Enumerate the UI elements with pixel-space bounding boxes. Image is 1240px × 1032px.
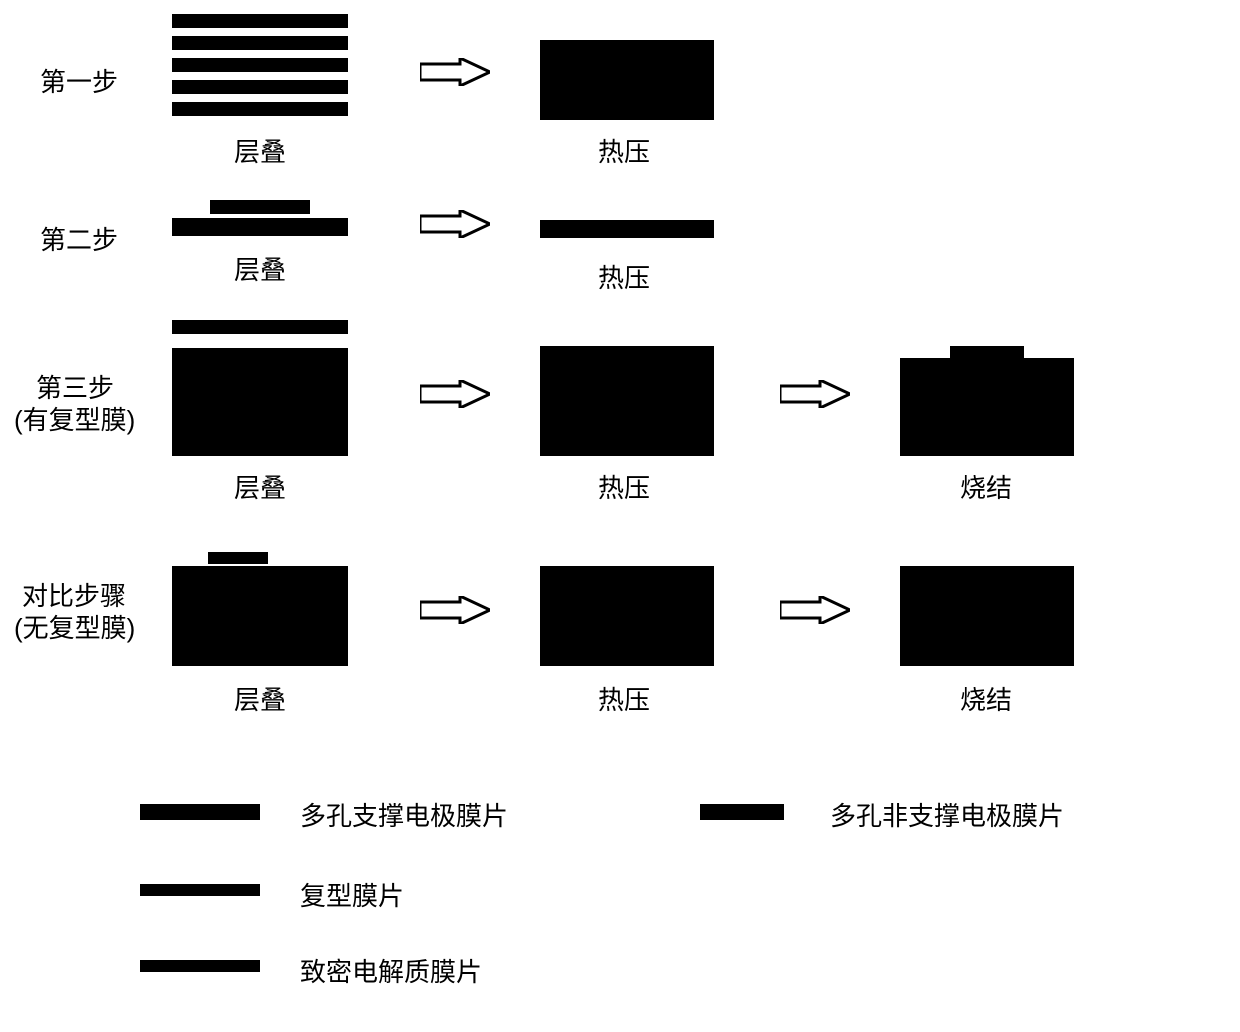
s1-stack-bar-3: [172, 58, 348, 72]
arrow-3: [420, 380, 490, 408]
legend-shape-3: [140, 884, 260, 896]
s4-small-top: [208, 552, 268, 564]
s4-caption-3: 烧结: [960, 680, 1012, 717]
step2-label: 第二步: [40, 220, 118, 257]
s3-mid-block: [540, 346, 714, 456]
arrow-5: [420, 596, 490, 624]
legend-shape-4: [140, 960, 260, 972]
s3-top-bar: [172, 320, 348, 334]
s2-caption-1: 层叠: [234, 250, 286, 287]
step3-label-line2: (有复型膜): [14, 400, 135, 437]
arrow-1: [420, 58, 490, 86]
legend-shape-2: [700, 804, 784, 820]
s4-block: [172, 566, 348, 666]
legend-label-3: 复型膜片: [300, 876, 404, 913]
s1-stack-bar-2: [172, 36, 348, 50]
legend-label-2: 多孔非支撑电极膜片: [830, 796, 1064, 833]
arrow-2: [420, 210, 490, 238]
legend-shape-1: [140, 804, 260, 820]
s4-caption-1: 层叠: [234, 680, 286, 717]
s4-caption-2: 热压: [598, 680, 650, 717]
s4-mid-block: [540, 566, 714, 666]
s3-caption-1: 层叠: [234, 468, 286, 505]
s1-block: [540, 40, 714, 120]
s1-stack-bar-1: [172, 14, 348, 28]
s2-bar: [172, 218, 348, 236]
s1-stack-bar-5: [172, 102, 348, 116]
s3-block: [172, 348, 348, 456]
arrow-4: [780, 380, 850, 408]
s1-stack-bar-4: [172, 80, 348, 94]
arrow-6: [780, 596, 850, 624]
s2-caption-2: 热压: [598, 258, 650, 295]
s1-caption-2: 热压: [598, 132, 650, 169]
legend-label-1: 多孔支撑电极膜片: [300, 796, 508, 833]
compare-label-line2: (无复型膜): [14, 608, 135, 645]
legend-label-4: 致密电解质膜片: [300, 952, 482, 989]
process-diagram: 第一步 第二步 第三步 (有复型膜) 对比步骤 (无复型膜) 层叠 热压 层叠: [0, 0, 1240, 1032]
s3-caption-2: 热压: [598, 468, 650, 505]
s3-final-block: [900, 358, 1074, 456]
s2-small-top: [210, 200, 310, 214]
s4-final-block: [900, 566, 1074, 666]
s2-flat: [540, 220, 714, 238]
s1-caption-1: 层叠: [234, 132, 286, 169]
s3-caption-3: 烧结: [960, 468, 1012, 505]
step1-label: 第一步: [40, 62, 118, 99]
